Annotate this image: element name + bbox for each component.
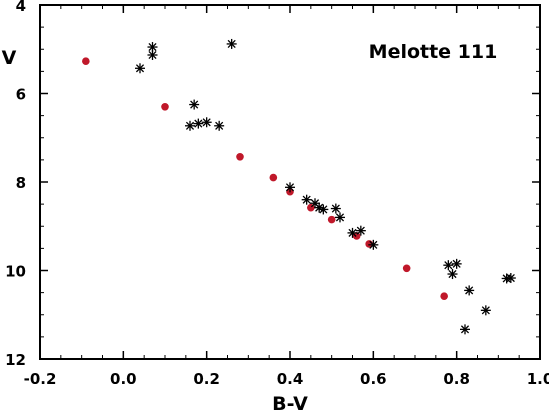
asterisk-point — [185, 120, 195, 131]
x-tick-label: 0.0 — [110, 370, 137, 388]
asterisk-point — [330, 203, 341, 214]
chart-title: Melotte 111 — [369, 41, 498, 63]
x-tick-label: 0.8 — [443, 370, 470, 388]
asterisk-point — [443, 260, 454, 271]
asterisk-point — [460, 324, 470, 335]
asterisk-point — [314, 202, 325, 213]
y-tick-labels: 4 6 8 10 12 — [5, 0, 26, 369]
asterisk-point — [214, 120, 225, 131]
x-tick-label: -0.2 — [24, 370, 57, 388]
red-circle-point — [327, 215, 336, 224]
red-circle-point — [352, 232, 361, 240]
axis-ticks — [39, 4, 541, 360]
data-points — [82, 38, 516, 335]
x-tick-labels: -0.2 0.0 0.2 0.4 0.6 0.8 1.0 — [24, 370, 549, 388]
y-tick-label: 4 — [16, 0, 26, 15]
y-tick-label: 10 — [5, 263, 26, 281]
y-tick-label: 8 — [16, 174, 26, 192]
asterisk-point — [318, 204, 329, 215]
red-circle-point — [402, 264, 411, 273]
x-tick-label: 0.4 — [277, 370, 304, 388]
asterisk-point — [355, 225, 366, 236]
asterisk-point — [447, 269, 458, 280]
x-tick-label: 0.2 — [193, 370, 220, 388]
asterisk-point — [368, 239, 379, 250]
asterisk-point — [193, 118, 204, 129]
red-circle-point — [236, 152, 244, 161]
y-tick-label: 12 — [5, 351, 26, 369]
x-axis-label: B-V — [272, 393, 308, 415]
asterisk-point — [451, 258, 462, 269]
red-circle-point — [269, 173, 278, 182]
y-tick-label: 6 — [16, 86, 26, 104]
asterisk-point — [226, 38, 237, 49]
asterisk-point — [335, 212, 345, 223]
plot-frame — [39, 4, 541, 360]
asterisk-point — [347, 227, 358, 238]
asterisk-point — [135, 63, 145, 74]
asterisk-point — [301, 194, 312, 205]
asterisk-point — [480, 305, 491, 316]
x-tick-label: 1.0 — [527, 370, 549, 388]
red-circle-point — [161, 102, 169, 111]
asterisk-point — [464, 285, 475, 296]
asterisk-point — [285, 182, 295, 193]
asterisk-point — [189, 99, 200, 110]
asterisk-point — [501, 273, 512, 284]
x-tick-label: 0.6 — [360, 370, 387, 388]
red-circle-point — [82, 57, 90, 65]
y-axis-label: V — [2, 47, 17, 69]
asterisk-point — [147, 42, 158, 53]
red-circle-point — [440, 292, 448, 300]
asterisk-point — [201, 117, 212, 128]
